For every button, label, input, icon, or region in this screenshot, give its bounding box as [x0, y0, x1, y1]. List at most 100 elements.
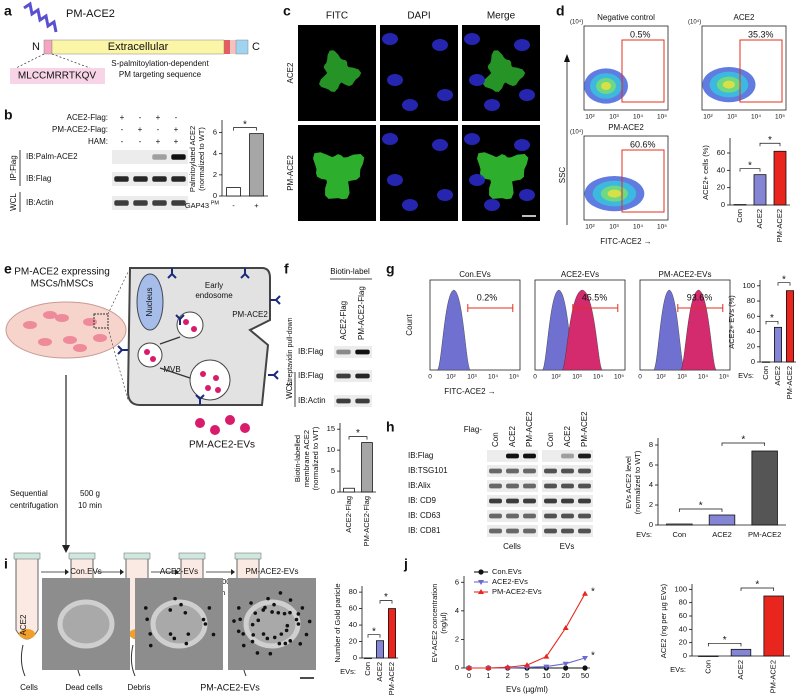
sign: - [121, 137, 124, 146]
x-tick-label: ACE2-Flag [344, 496, 353, 533]
x-tick: 10³ [609, 114, 619, 121]
gold [278, 591, 283, 595]
sign: - [121, 125, 124, 134]
blot-label: IB:Alix [408, 481, 431, 490]
y-tick-label: 0 [331, 487, 335, 496]
band [544, 468, 557, 474]
panel-letter: j [403, 556, 408, 572]
arrow [20, 644, 26, 677]
gold [143, 606, 148, 610]
y-tick-label: 80 [679, 598, 687, 607]
shape [334, 395, 372, 407]
band [578, 528, 591, 534]
lane: ACE2 [563, 426, 572, 447]
gold [148, 643, 153, 648]
pellet-label: Dead cells [65, 683, 102, 692]
marker [582, 656, 588, 661]
image-title: ACE2-EVs [160, 567, 198, 576]
gold [272, 635, 277, 640]
image-title: Con.EVs [70, 567, 102, 576]
y-axis-title: Biotin-labelled [293, 435, 302, 482]
note: PM targeting sequence [119, 70, 202, 79]
marker [543, 653, 550, 659]
product-label: PM-ACE2-EVs [189, 440, 255, 451]
ev [195, 418, 205, 428]
x-prefix: EVs: [670, 665, 686, 674]
nucleus [437, 89, 453, 101]
marker [524, 662, 530, 668]
vesicle [57, 599, 115, 649]
y-axis-title: ACE2+ EVs (%) [727, 295, 736, 349]
x-tick-label: 5 [525, 671, 529, 680]
x-axis-title: EVs (µg/ml) [506, 685, 548, 694]
palmitoyl-chain [23, 1, 58, 33]
x-tick: 10² [585, 224, 595, 231]
nucleus [484, 99, 500, 111]
y-tick-label: 60 [717, 148, 725, 157]
gold [253, 611, 258, 615]
nucleus [432, 39, 448, 51]
y-tick-label: 40 [747, 327, 755, 336]
shape [13, 552, 41, 560]
ev [213, 375, 219, 381]
title: MSCs/hMSCs [31, 279, 94, 290]
x-tick-label: 50 [581, 671, 589, 680]
band [336, 373, 351, 379]
row-label: ACE2 [19, 614, 28, 635]
band [561, 528, 574, 534]
x-tick: 10⁴ [751, 114, 761, 121]
shape [621, 39, 665, 103]
histogram [437, 289, 471, 371]
channel: FITC [326, 11, 348, 22]
x-tick: 10⁵ [719, 374, 729, 381]
band [152, 176, 167, 182]
axis-title: SSC [558, 167, 567, 184]
gate: 93.6% [687, 292, 713, 302]
x-tick: 10³ [467, 374, 477, 381]
group: WCL [9, 193, 18, 211]
ev [191, 326, 197, 332]
shape [123, 552, 151, 560]
significance: * [723, 635, 727, 646]
x-tick-label: PM-ACE2-Flag [362, 496, 371, 546]
gold [179, 602, 183, 607]
endosome-label: endosome [195, 291, 233, 300]
band [506, 498, 519, 504]
c-term: C [252, 41, 260, 53]
y-tick-label: 0 [353, 653, 357, 662]
nucleus [402, 99, 418, 111]
dish [5, 301, 127, 359]
shape [224, 40, 230, 54]
lane: ACE2-Flag [339, 301, 348, 340]
note: S-palmitoylation-dependent [111, 59, 209, 68]
nucleus [136, 273, 164, 331]
shape [334, 346, 372, 358]
plot-title: PM-ACE2 [608, 123, 644, 132]
receptor [270, 295, 281, 305]
scale: (10⁴) [570, 19, 583, 26]
shape [230, 40, 236, 54]
y-tick-label: 20 [679, 638, 687, 647]
bracket [777, 282, 791, 286]
band [544, 513, 557, 519]
y-tick-label: 0 [683, 651, 687, 660]
bracket [379, 600, 393, 604]
x-tick: 10⁵ [509, 374, 519, 381]
x-tick: 10³ [572, 374, 582, 381]
bar [753, 174, 767, 206]
y-tick-label: 80 [349, 587, 357, 596]
y-axis-title: EV-ACE2 concentration [430, 584, 439, 663]
gold [148, 632, 152, 636]
x-prefix: EVs: [340, 667, 356, 676]
x-tick: 10² [446, 374, 456, 381]
band [544, 528, 557, 534]
x-tick: 10³ [677, 374, 687, 381]
plot-title: Negative control [597, 13, 655, 22]
panel-letter: d [556, 3, 565, 19]
significance: * [755, 580, 759, 591]
nucleus [437, 189, 453, 201]
cell [43, 311, 57, 319]
band [578, 498, 591, 504]
cell [55, 314, 69, 322]
